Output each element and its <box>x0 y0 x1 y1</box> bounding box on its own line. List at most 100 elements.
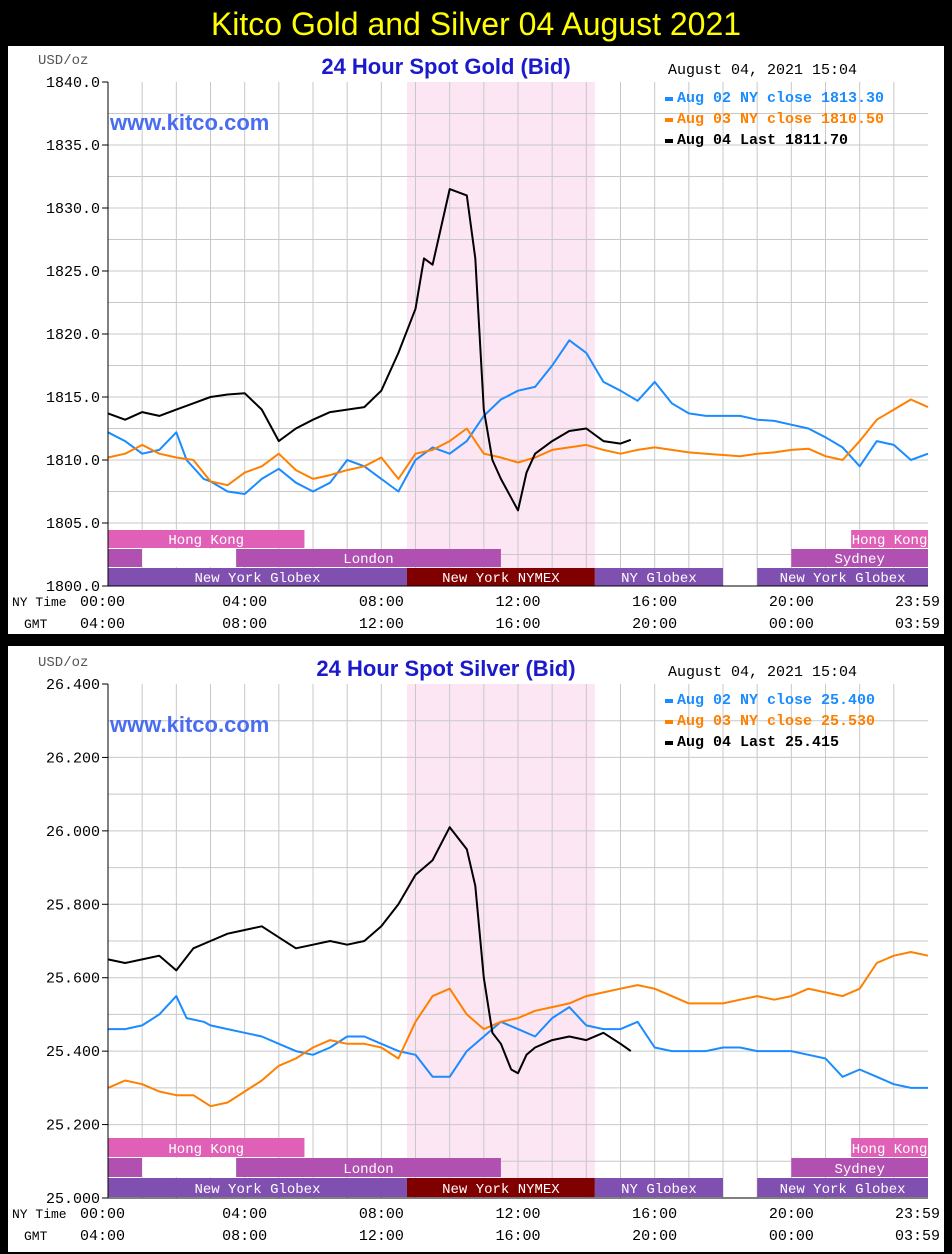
session-label: London <box>343 552 393 568</box>
gold-chart-panel: Hong Kong Hong Kong London Sydney New York G… <box>8 46 944 634</box>
session-bar <box>594 1178 723 1197</box>
x-tick-label-gmt: 04:00 <box>80 616 125 633</box>
session-bar <box>757 568 928 586</box>
session-bar <box>108 568 407 586</box>
chart-title: 24 Hour Spot Silver (Bid) <box>316 656 575 681</box>
x-tick-label-ny: 00:00 <box>80 594 125 611</box>
chart-timestamp: August 04, 2021 15:04 <box>668 664 857 681</box>
y-tick-label: 25.600 <box>46 971 100 988</box>
x-tick-label-gmt: 00:00 <box>769 616 814 633</box>
series-line-aug04 <box>107 188 632 512</box>
session-bar <box>108 1138 305 1157</box>
session-bar <box>791 549 928 567</box>
silver-chart-panel: Hong Kong Hong Kong London Sydney New York G… <box>8 646 944 1252</box>
x-tick-label-ny: 23:59 <box>895 594 940 611</box>
y-axis-unit-label: USD/oz <box>38 53 88 69</box>
x-tick-label-gmt: 08:00 <box>222 1228 267 1245</box>
y-tick-label: 25.000 <box>46 1191 100 1208</box>
session-label: New York NYMEX <box>442 571 560 587</box>
x-tick-label-ny: 23:59 <box>895 1206 940 1223</box>
y-tick-label: 26.200 <box>46 750 100 767</box>
legend-swatch <box>665 118 673 122</box>
legend-entry: Aug 04 Last 1811.70 <box>677 132 848 149</box>
session-bar <box>142 549 237 567</box>
legend-swatch <box>665 699 673 703</box>
x-tick-label-gmt: 12:00 <box>359 616 404 633</box>
x-tick-label-ny: 12:00 <box>495 1206 540 1223</box>
session-bar <box>594 568 723 586</box>
session-label: NY Globex <box>621 571 697 587</box>
y-tick-label: 26.400 <box>46 677 100 694</box>
page-title: Kitco Gold and Silver 04 August 2021 <box>210 6 742 42</box>
y-tick-label: 26.000 <box>46 824 100 841</box>
session-bar <box>236 549 501 567</box>
session-label: Sydney <box>834 1162 884 1178</box>
x-tick-label-gmt: 08:00 <box>222 616 267 633</box>
series-line-aug02 <box>108 995 928 1089</box>
x-axis-label-ny: NY Time <box>12 1207 67 1222</box>
session-label: New York NYMEX <box>442 1182 560 1198</box>
session-label: NY Globex <box>621 1182 697 1198</box>
silver-chart-svg: Hong Kong Hong Kong London Sydney New York G… <box>12 655 940 1245</box>
y-tick-label: 1820.0 <box>46 327 100 344</box>
x-tick-label-gmt: 03:59 <box>895 1228 940 1245</box>
y-tick-label: 1800.0 <box>46 579 100 596</box>
watermark-text: www.kitco.com <box>109 110 269 135</box>
session-bar <box>108 530 305 548</box>
y-tick-label: 1835.0 <box>46 138 100 155</box>
x-tick-label-gmt: 12:00 <box>359 1228 404 1245</box>
session-bar <box>142 1158 237 1177</box>
y-tick-label: 1815.0 <box>46 390 100 407</box>
x-axis-label-gmt: GMT <box>24 617 48 632</box>
y-tick-label: 25.200 <box>46 1118 100 1135</box>
session-bar <box>791 1158 928 1177</box>
x-tick-label-gmt: 20:00 <box>632 616 677 633</box>
x-tick-label-ny: 12:00 <box>495 594 540 611</box>
x-tick-label-gmt: 04:00 <box>80 1228 125 1245</box>
session-label: Hong Kong <box>852 533 928 549</box>
legend-swatch <box>665 97 673 101</box>
x-axis-label-ny: NY Time <box>12 595 67 610</box>
session-label: New York Globex <box>780 1182 906 1198</box>
legend-swatch <box>665 139 673 143</box>
chart-timestamp: August 04, 2021 15:04 <box>668 62 857 79</box>
y-tick-label: 25.400 <box>46 1044 100 1061</box>
legend-swatch <box>665 741 673 745</box>
x-tick-label-gmt: 03:59 <box>895 616 940 633</box>
session-bar <box>108 1158 143 1177</box>
session-label: London <box>343 1162 393 1178</box>
legend-entry: Aug 03 NY close 1810.50 <box>677 111 884 128</box>
session-bar <box>236 1158 501 1177</box>
x-axis-label-gmt: GMT <box>24 1229 48 1244</box>
session-label: New York Globex <box>780 571 906 587</box>
x-tick-label-ny: 04:00 <box>222 1206 267 1223</box>
y-tick-label: 1805.0 <box>46 516 100 533</box>
watermark-text: www.kitco.com <box>109 712 269 737</box>
x-tick-label-ny: 08:00 <box>359 1206 404 1223</box>
session-bar <box>851 1138 928 1157</box>
x-tick-label-gmt: 00:00 <box>769 1228 814 1245</box>
session-label: Hong Kong <box>852 1142 928 1158</box>
y-tick-label: 1830.0 <box>46 201 100 218</box>
session-bar <box>757 1178 928 1197</box>
x-tick-label-ny: 00:00 <box>80 1206 125 1223</box>
series-line-aug04 <box>107 826 632 1075</box>
chart-title: 24 Hour Spot Gold (Bid) <box>321 54 570 79</box>
series-line-aug03 <box>107 951 929 1108</box>
series-line-aug02 <box>107 339 929 495</box>
x-tick-label-gmt: 16:00 <box>495 1228 540 1245</box>
y-tick-label: 1810.0 <box>46 453 100 470</box>
session-bar <box>406 568 595 586</box>
session-label: Hong Kong <box>168 533 244 549</box>
legend-entry: Aug 03 NY close 25.530 <box>677 713 875 730</box>
x-tick-label-ny: 20:00 <box>769 1206 814 1223</box>
x-tick-label-ny: 04:00 <box>222 594 267 611</box>
session-label: New York Globex <box>194 571 320 587</box>
x-tick-label-gmt: 20:00 <box>632 1228 677 1245</box>
legend-entry: Aug 02 NY close 1813.30 <box>677 90 884 107</box>
session-bar <box>851 530 928 548</box>
x-tick-label-ny: 08:00 <box>359 594 404 611</box>
y-tick-label: 25.800 <box>46 897 100 914</box>
session-label: New York Globex <box>194 1182 320 1198</box>
legend-entry: Aug 02 NY close 25.400 <box>677 692 875 709</box>
